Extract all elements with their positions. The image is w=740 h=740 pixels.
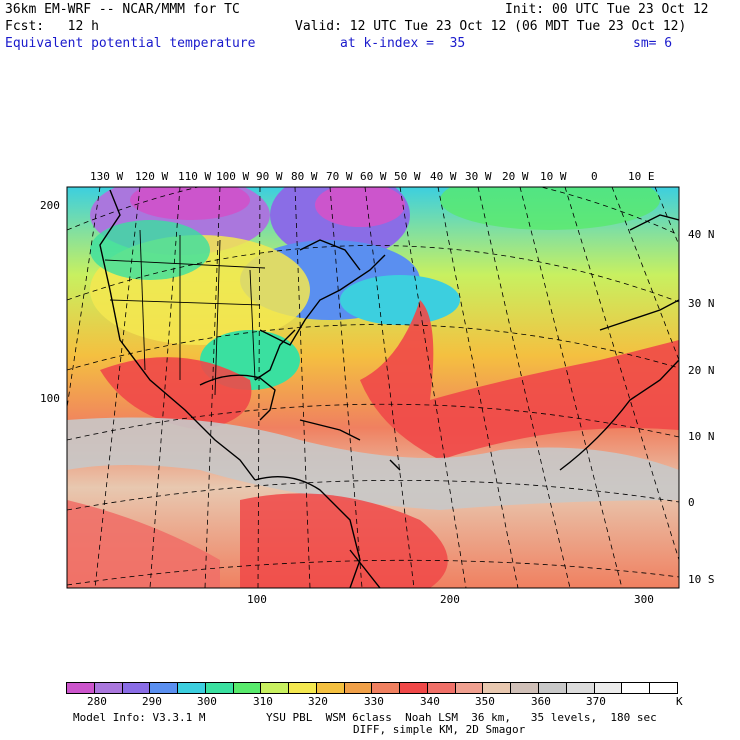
color-swatch: [205, 683, 234, 693]
color-swatch: [427, 683, 456, 693]
scale-label: 320: [308, 695, 328, 708]
color-swatch: [122, 683, 151, 693]
color-swatch: [539, 683, 567, 693]
grid-tick-bottom: 300: [634, 593, 654, 606]
grid-tick-left: 100: [40, 392, 60, 405]
forecast-hour: Fcst: 12 h: [5, 19, 99, 34]
scale-label: 360: [531, 695, 551, 708]
lon-label: 80 W: [291, 170, 318, 183]
scale-label: 300: [197, 695, 217, 708]
color-scale-bar: [66, 682, 678, 694]
lon-label: 50 W: [394, 170, 421, 183]
scale-unit: K: [676, 695, 683, 708]
model-title: 36km EM-WRF -- NCAR/MMM for TC: [5, 2, 240, 17]
grid-tick-bottom: 100: [247, 593, 267, 606]
lon-label: 10 W: [540, 170, 567, 183]
color-swatch: [344, 683, 373, 693]
color-swatch: [372, 683, 401, 693]
scale-label: 350: [475, 695, 495, 708]
scale-label: 340: [420, 695, 440, 708]
lon-label: 60 W: [360, 170, 387, 183]
lat-label: 10 S: [688, 573, 715, 586]
color-swatch: [594, 683, 623, 693]
lon-label: 110 W: [178, 170, 212, 183]
color-swatch: [178, 683, 206, 693]
color-swatch: [566, 683, 595, 693]
diffusion-info: DIFF, simple KM, 2D Smagor: [353, 723, 526, 736]
physics-info: YSU PBL WSM 6class Noah LSM 36 km, 35 le…: [266, 711, 657, 724]
init-time: Init: 00 UTC Tue 23 Oct 12: [505, 2, 709, 17]
color-swatch: [483, 683, 512, 693]
color-swatch: [622, 683, 651, 693]
color-swatch: [316, 683, 345, 693]
lat-label: 40 N: [688, 228, 715, 241]
grid-tick-bottom: 200: [440, 593, 460, 606]
k-index: at k-index = 35: [340, 36, 466, 51]
smoothing: sm= 6: [633, 36, 673, 51]
scale-label: 280: [87, 695, 107, 708]
lon-label: 130 W: [90, 170, 124, 183]
color-swatch: [511, 683, 540, 693]
lat-label: 0: [688, 496, 695, 509]
lon-label: 40 W: [430, 170, 457, 183]
lon-label: 30 W: [465, 170, 492, 183]
valid-time: Valid: 12 UTC Tue 23 Oct 12 (06 MDT Tue …: [295, 19, 687, 34]
lon-label: 120 W: [135, 170, 169, 183]
lon-label: 10 E: [628, 170, 655, 183]
scale-label: 370: [586, 695, 606, 708]
color-swatch: [455, 683, 484, 693]
color-swatch: [150, 683, 179, 693]
color-swatch: [67, 683, 95, 693]
lat-label: 20 N: [688, 364, 715, 377]
map-field: [67, 187, 679, 588]
lat-label: 10 N: [688, 430, 715, 443]
scale-label: 290: [142, 695, 162, 708]
color-swatch: [289, 683, 317, 693]
field-name: Equivalent potential temperature: [5, 36, 256, 51]
scale-label: 330: [364, 695, 384, 708]
lat-label: 30 N: [688, 297, 715, 310]
lon-label: 90 W: [256, 170, 283, 183]
scale-label: 310: [253, 695, 273, 708]
color-swatch: [94, 683, 123, 693]
model-info: Model Info: V3.3.1 M: [73, 711, 206, 724]
lon-label: 70 W: [326, 170, 353, 183]
color-swatch: [261, 683, 290, 693]
color-swatch: [233, 683, 262, 693]
color-swatch: [650, 683, 677, 693]
lon-label: 100 W: [216, 170, 250, 183]
grid-tick-left: 200: [40, 199, 60, 212]
lon-label: 20 W: [502, 170, 529, 183]
color-swatch: [400, 683, 428, 693]
lon-label: 0: [591, 170, 598, 183]
